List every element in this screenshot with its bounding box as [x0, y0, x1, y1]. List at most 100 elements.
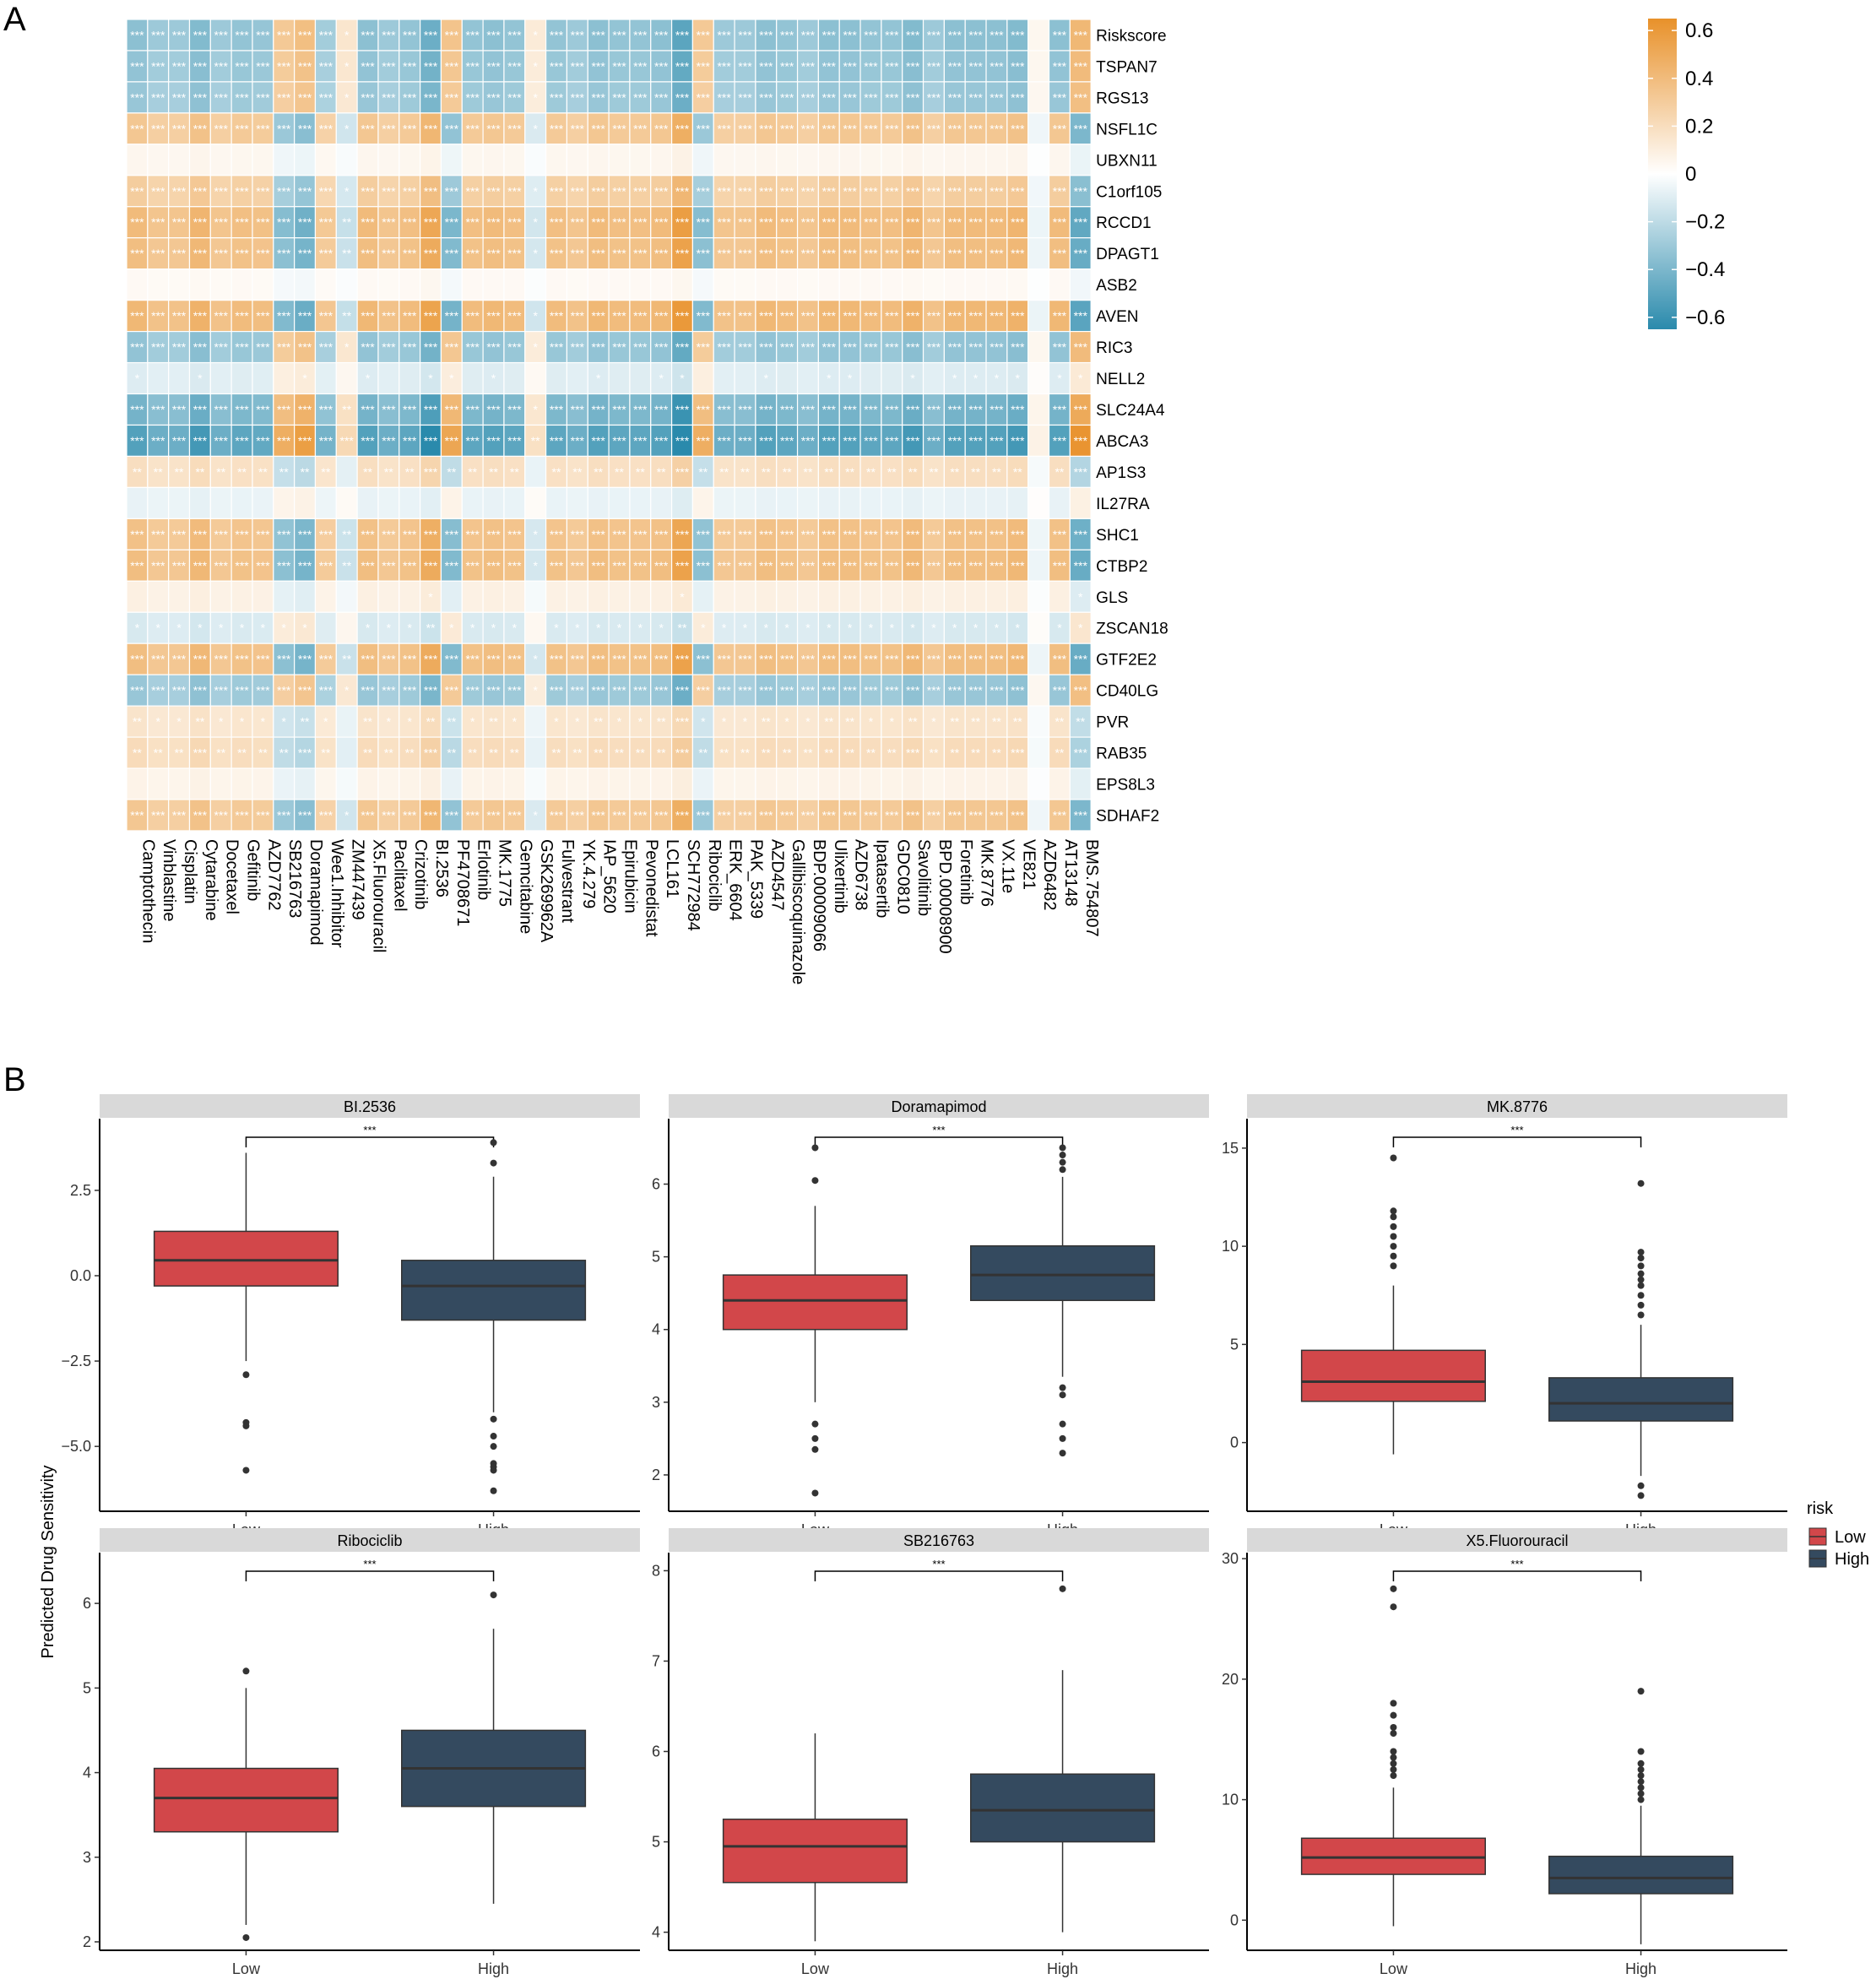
heatmap-cell — [209, 81, 232, 114]
heatmap-cell — [377, 767, 400, 800]
heatmap-cell — [147, 799, 170, 832]
significance-star: * — [784, 715, 789, 729]
significance-star: *** — [906, 559, 920, 572]
significance-star: *** — [445, 184, 459, 198]
significance-star: *** — [1074, 247, 1088, 260]
significance-star: * — [680, 590, 685, 604]
box-high — [970, 1773, 1156, 1843]
significance-star: *** — [214, 28, 229, 41]
heatmap-cell — [482, 642, 505, 675]
drug-label: Gefitinib — [244, 839, 263, 901]
significance-star: *** — [1074, 122, 1088, 135]
significance-star: *** — [507, 28, 522, 41]
heatmap-cell — [881, 175, 903, 208]
heatmap-cell — [587, 424, 610, 458]
heatmap-cell — [629, 767, 652, 800]
significance-star: *** — [319, 684, 333, 697]
significance-star: *** — [633, 653, 648, 666]
heatmap-cell — [356, 268, 379, 301]
significance-star: *** — [948, 122, 962, 135]
heatmap-cell — [964, 767, 987, 800]
significance-star: * — [261, 715, 266, 729]
significance-star: *** — [801, 59, 816, 73]
significance-star: *** — [298, 122, 312, 135]
heatmap-cell — [629, 486, 652, 519]
significance-star: *** — [864, 184, 878, 198]
heatmap-cell — [817, 455, 840, 489]
significance-star: *** — [675, 90, 690, 104]
panel-b-label: B — [3, 1061, 26, 1098]
significance-star: *** — [654, 247, 669, 260]
drug-label: Ulixertinib — [831, 839, 849, 914]
heatmap-cell — [650, 175, 673, 208]
heatmap-cell — [524, 705, 547, 738]
significance-star: * — [1016, 621, 1021, 635]
gene-label: RIC3 — [1096, 339, 1132, 357]
significance-star: *** — [507, 559, 522, 572]
heatmap-cell — [188, 486, 211, 519]
significance-star: *** — [843, 653, 857, 666]
significance-star: *** — [885, 559, 899, 572]
significance-star: * — [1078, 621, 1083, 635]
significance-star: *** — [843, 122, 857, 135]
significance-star: *** — [822, 247, 837, 260]
heatmap-cell — [755, 268, 778, 301]
heatmap-cell — [713, 486, 735, 519]
significance-star: *** — [697, 340, 711, 354]
significance-star: *** — [151, 247, 165, 260]
significance-star: *** — [843, 434, 857, 447]
heatmap-cell — [566, 455, 588, 489]
box-low — [1300, 1349, 1486, 1402]
heatmap-cell — [796, 486, 819, 519]
significance-star: *** — [906, 122, 920, 135]
heatmap-cell — [881, 81, 903, 114]
heatmap-cell — [629, 81, 652, 114]
significance-star: ** — [950, 746, 959, 760]
heatmap-cell — [461, 799, 484, 832]
significance-star: *** — [466, 28, 480, 41]
heatmap-cell — [691, 175, 714, 208]
significance-star: * — [1016, 371, 1021, 385]
significance-star: *** — [466, 340, 480, 354]
significance-star: *** — [633, 247, 648, 260]
significance-star: *** — [445, 309, 459, 323]
significance-star: ** — [971, 465, 980, 479]
heatmap-cell — [817, 736, 840, 769]
significance-star: *** — [382, 309, 396, 323]
heatmap-cell — [252, 144, 274, 176]
significance-star: *** — [466, 59, 480, 73]
significance-star: *** — [361, 559, 375, 572]
drug-label: Epirubicin — [621, 839, 640, 914]
heatmap-cell — [420, 518, 442, 550]
heatmap-cell — [1048, 237, 1071, 270]
significance-star: *** — [927, 340, 941, 354]
drug-label: MK.1775 — [496, 839, 514, 907]
heatmap-cell — [985, 455, 1008, 489]
significance-star: *** — [927, 215, 941, 229]
significance-star: *** — [361, 122, 375, 135]
significance-star: *** — [801, 247, 816, 260]
significance-star: *** — [277, 559, 291, 572]
significance-star: *** — [1053, 59, 1067, 73]
significance-star: *** — [151, 684, 165, 697]
heatmap-cell — [252, 206, 274, 239]
heatmap-cell — [587, 799, 610, 832]
significance-star: *** — [403, 90, 417, 104]
significance-star: *** — [1053, 808, 1067, 821]
heatmap-cell — [566, 175, 588, 208]
significance-star: * — [533, 309, 538, 323]
heatmap-cell — [314, 206, 337, 239]
heatmap-cell — [230, 486, 253, 519]
heatmap-cell — [755, 112, 778, 145]
significance-star: *** — [675, 465, 690, 479]
significance-star: *** — [780, 59, 794, 73]
significance-star: *** — [319, 90, 333, 104]
heatmap-cell — [482, 268, 505, 301]
significance-star: * — [995, 371, 1000, 385]
heatmap-cell — [629, 144, 652, 176]
heatmap-cell — [670, 455, 694, 489]
significance-star: *** — [235, 559, 249, 572]
significance-star: * — [805, 621, 811, 635]
heatmap-cell — [461, 455, 484, 489]
